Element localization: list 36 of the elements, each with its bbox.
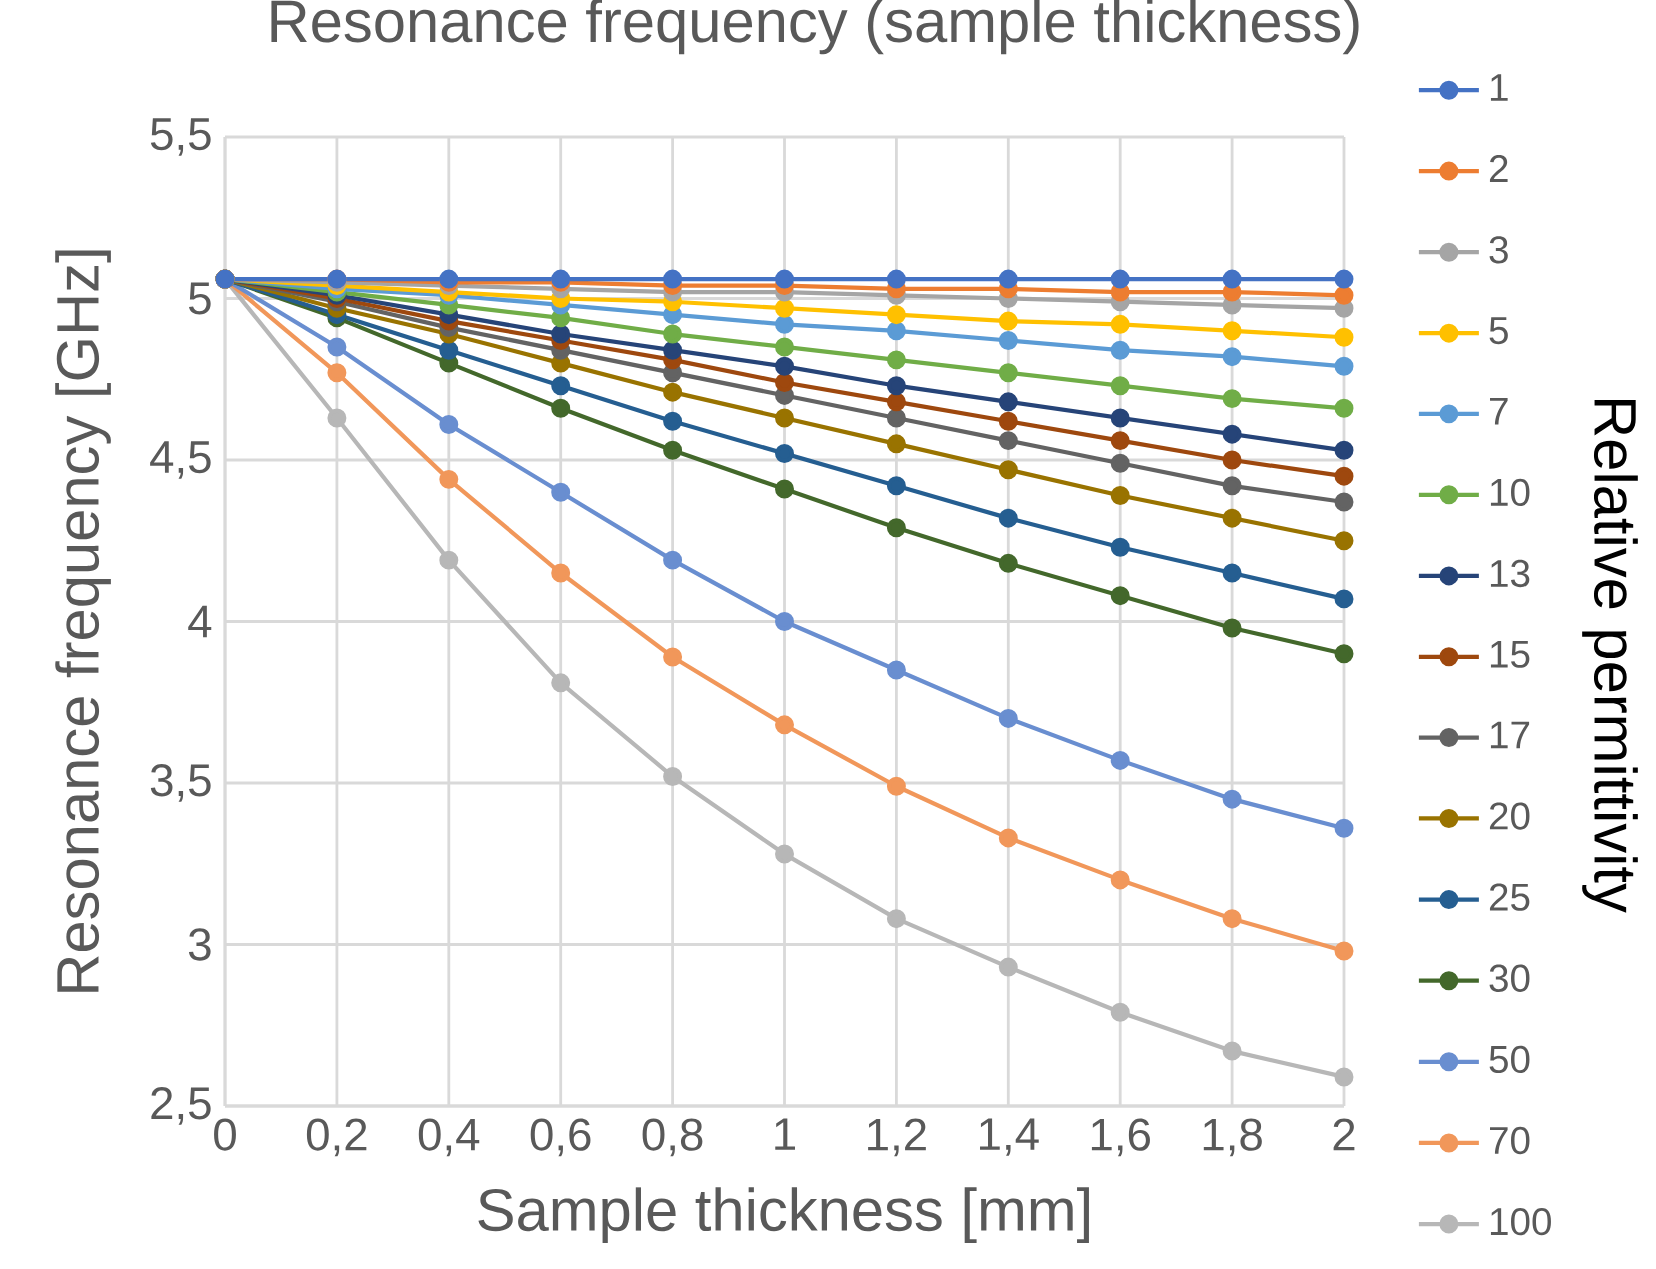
legend-label: 100 [1490, 1207, 1551, 1236]
legend-title: Relative permittivity [1582, 399, 1638, 913]
legend-label: 30 [1489, 964, 1530, 992]
x-tick-label: 0,4 [418, 1118, 480, 1157]
x-tick-label: 1,6 [1091, 1118, 1150, 1157]
y-tick-label: 2,5 [151, 1087, 211, 1125]
y-tick-label: 5 [188, 282, 211, 315]
y-tick-label: 3,5 [150, 764, 211, 802]
y-tick-label: 5,5 [150, 118, 211, 156]
x-axis-title: Sample thickness [mm] [478, 1187, 1089, 1244]
x-tick-label: 1,8 [1203, 1118, 1262, 1157]
legend-label: 13 [1490, 559, 1530, 588]
y-tick-label: 4,5 [150, 441, 211, 479]
x-tick-label: 1,2 [868, 1118, 926, 1157]
x-tick-label: 1 [775, 1118, 795, 1150]
y-axis-title: Resonance frequency [GHz] [55, 250, 111, 992]
legend-label: 20 [1489, 802, 1530, 830]
legend-label: 25 [1489, 883, 1530, 911]
x-tick-label: 0,8 [642, 1118, 703, 1157]
legend-label: 10 [1490, 478, 1530, 507]
x-tick-label: 2 [1333, 1118, 1355, 1151]
x-tick-label: 1,4 [980, 1118, 1039, 1156]
y-tick-label: 3 [188, 928, 211, 961]
legend-label: 70 [1490, 1126, 1530, 1155]
legend-label: 15 [1490, 640, 1530, 668]
legend-label: 17 [1490, 721, 1530, 749]
legend-label: 50 [1489, 1045, 1530, 1074]
legend-label: 3 [1489, 236, 1508, 264]
x-tick-label: 0,2 [306, 1118, 367, 1157]
y-tick-label: 4 [188, 605, 212, 638]
legend-label: 7 [1490, 397, 1508, 425]
legend-label: 2 [1489, 155, 1508, 182]
legend-label: 5 [1489, 317, 1508, 345]
x-tick-label: 0,6 [530, 1118, 591, 1157]
legend-label: 1 [1490, 74, 1508, 101]
x-tick-label: 0 [214, 1118, 236, 1151]
